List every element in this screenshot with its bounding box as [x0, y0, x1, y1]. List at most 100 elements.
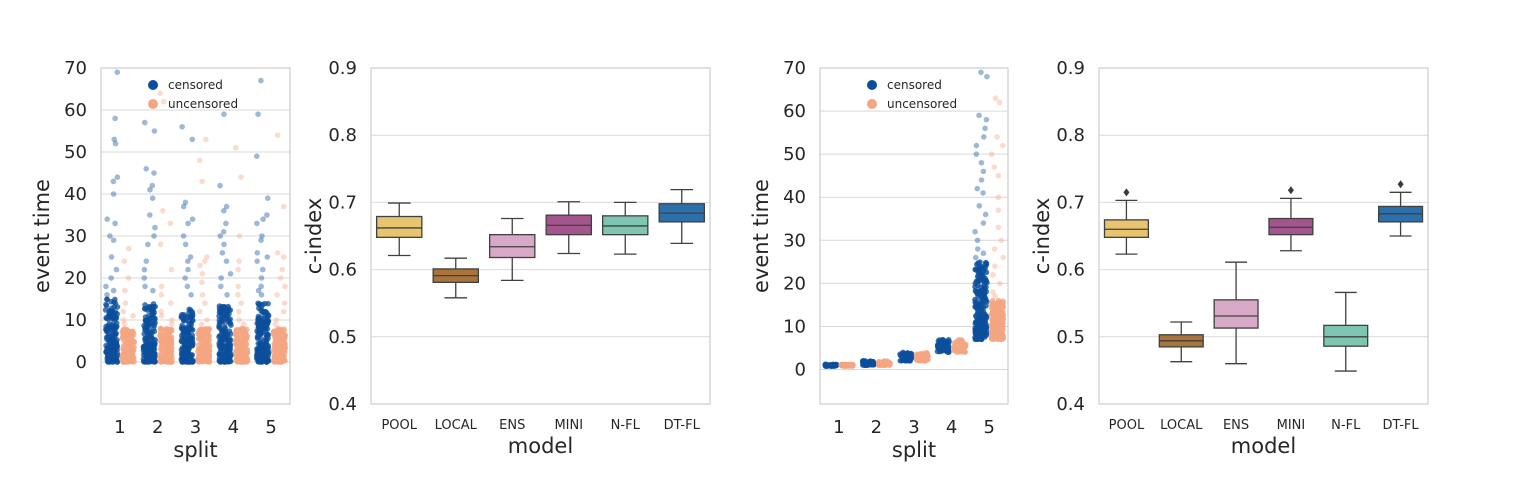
data-point	[147, 187, 153, 193]
data-point	[227, 271, 234, 277]
data-point	[196, 157, 203, 164]
data-point	[277, 275, 284, 281]
data-point	[206, 342, 213, 349]
data-point	[107, 233, 113, 239]
data-point	[142, 283, 148, 290]
data-point	[103, 315, 109, 321]
data-point	[223, 305, 229, 312]
y-tick-label: 20	[783, 273, 806, 294]
data-point	[112, 330, 119, 337]
data-point	[152, 315, 158, 322]
data-point	[978, 307, 984, 313]
data-point	[282, 283, 288, 290]
data-point	[223, 203, 230, 210]
y-tick-label: 0.8	[1056, 125, 1085, 146]
y-tick-label: 40	[64, 184, 87, 205]
data-point	[227, 337, 234, 343]
data-point	[185, 258, 191, 265]
data-point	[921, 350, 928, 356]
data-point	[879, 362, 885, 369]
data-point	[120, 317, 127, 323]
x-tick-label: POOL	[381, 418, 417, 433]
data-point	[149, 346, 156, 353]
data-point	[258, 275, 265, 281]
data-point	[141, 275, 148, 281]
data-point	[258, 77, 264, 84]
x-tick-label: 5	[265, 417, 276, 438]
data-point	[152, 224, 158, 231]
x-tick-label: N-FL	[611, 418, 641, 433]
box-local	[1158, 321, 1204, 363]
data-point	[989, 302, 995, 309]
data-point	[980, 284, 987, 291]
chart-panel-2: 0.4 0.5 0.6 0.7 0.8 0.9 POOL LOCAL ENS MINI N-FL DT…	[302, 58, 711, 458]
data-point	[195, 330, 201, 337]
data-point	[223, 258, 230, 265]
data-point	[899, 357, 905, 364]
data-point	[198, 336, 205, 342]
data-point	[991, 246, 998, 252]
data-point	[157, 241, 164, 248]
x-tick-label: LOCAL	[1160, 418, 1203, 433]
y-tick-label: 70	[783, 58, 806, 79]
data-point	[258, 237, 264, 243]
data-point	[227, 320, 234, 327]
data-point	[977, 326, 984, 333]
box-ens	[488, 217, 536, 282]
data-point	[122, 287, 128, 294]
data-point	[120, 353, 127, 360]
data-point	[992, 263, 998, 269]
data-point	[149, 182, 156, 189]
data-point	[145, 241, 151, 248]
data-point	[940, 339, 947, 345]
data-point	[109, 345, 116, 351]
data-point	[198, 321, 205, 328]
box-pool	[1103, 188, 1149, 255]
data-point	[144, 335, 151, 341]
y-tick-label: 50	[783, 144, 806, 165]
x-tick-label: 1	[114, 417, 125, 438]
series-censored	[102, 69, 272, 365]
data-point	[221, 208, 227, 214]
data-point	[217, 233, 224, 239]
data-point	[862, 360, 868, 366]
y-tick-label: 0.5	[1056, 327, 1085, 348]
x-axis-label: model	[1231, 434, 1296, 458]
data-point	[998, 237, 1005, 244]
box-dt-fl	[658, 188, 706, 245]
legend-marker-uncensored	[148, 99, 158, 109]
y-tick-label: 30	[64, 226, 87, 247]
y-tick-label: 0.6	[328, 260, 357, 281]
data-point	[898, 352, 905, 358]
data-point	[201, 258, 208, 265]
flier-point	[1287, 186, 1294, 195]
y-tick-label: 0.5	[328, 327, 357, 348]
x-axis-label: split	[892, 438, 936, 462]
box-body	[1103, 219, 1149, 238]
data-point	[236, 258, 242, 265]
data-point	[271, 353, 278, 359]
data-point	[263, 322, 270, 329]
axes-frame	[1098, 67, 1429, 405]
chart-panel-3: 0 10 20 30 40 50 60 70 1 2 3 4 5 split event time censo…	[749, 58, 1009, 462]
data-point	[258, 283, 264, 290]
data-point	[981, 312, 988, 319]
data-point	[168, 317, 175, 323]
legend: censored uncensored	[867, 78, 957, 111]
box-mini	[545, 201, 593, 255]
data-point	[216, 351, 223, 358]
data-point	[992, 293, 999, 300]
data-point	[114, 359, 121, 365]
data-point	[114, 304, 121, 310]
data-point	[221, 241, 227, 248]
data-point	[104, 216, 110, 222]
y-axis-label: event time	[749, 179, 773, 293]
data-point	[168, 334, 175, 340]
data-point	[125, 245, 132, 252]
data-point	[158, 308, 164, 315]
data-point	[262, 318, 269, 324]
series-uncensored	[119, 90, 289, 365]
data-point	[143, 166, 150, 172]
box-dt-fl	[1378, 180, 1424, 237]
y-tick-label: 0.4	[1056, 394, 1085, 415]
